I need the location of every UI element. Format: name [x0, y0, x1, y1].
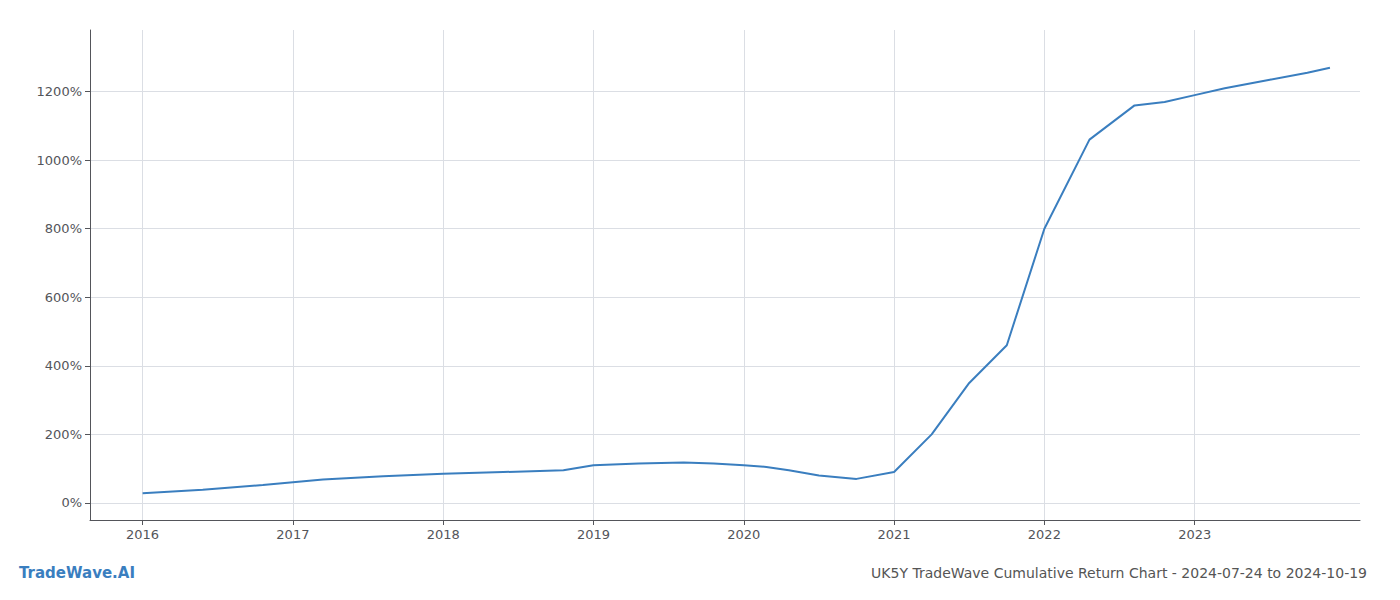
svg-text:600%: 600%	[45, 290, 82, 305]
svg-text:800%: 800%	[45, 221, 82, 236]
svg-text:2019: 2019	[577, 527, 610, 542]
svg-text:2018: 2018	[427, 527, 460, 542]
svg-text:400%: 400%	[45, 358, 82, 373]
svg-text:2023: 2023	[1178, 527, 1211, 542]
svg-text:TradeWave.AI: TradeWave.AI	[19, 564, 135, 582]
svg-text:1000%: 1000%	[37, 153, 82, 168]
svg-text:1200%: 1200%	[37, 84, 82, 99]
svg-text:2021: 2021	[878, 527, 911, 542]
svg-text:200%: 200%	[45, 427, 82, 442]
svg-text:2020: 2020	[727, 527, 760, 542]
svg-text:0%: 0%	[61, 495, 82, 510]
svg-text:2016: 2016	[126, 527, 159, 542]
svg-text:2017: 2017	[276, 527, 309, 542]
svg-text:2022: 2022	[1028, 527, 1061, 542]
svg-text:UK5Y TradeWave Cumulative Retu: UK5Y TradeWave Cumulative Return Chart -…	[871, 565, 1367, 581]
